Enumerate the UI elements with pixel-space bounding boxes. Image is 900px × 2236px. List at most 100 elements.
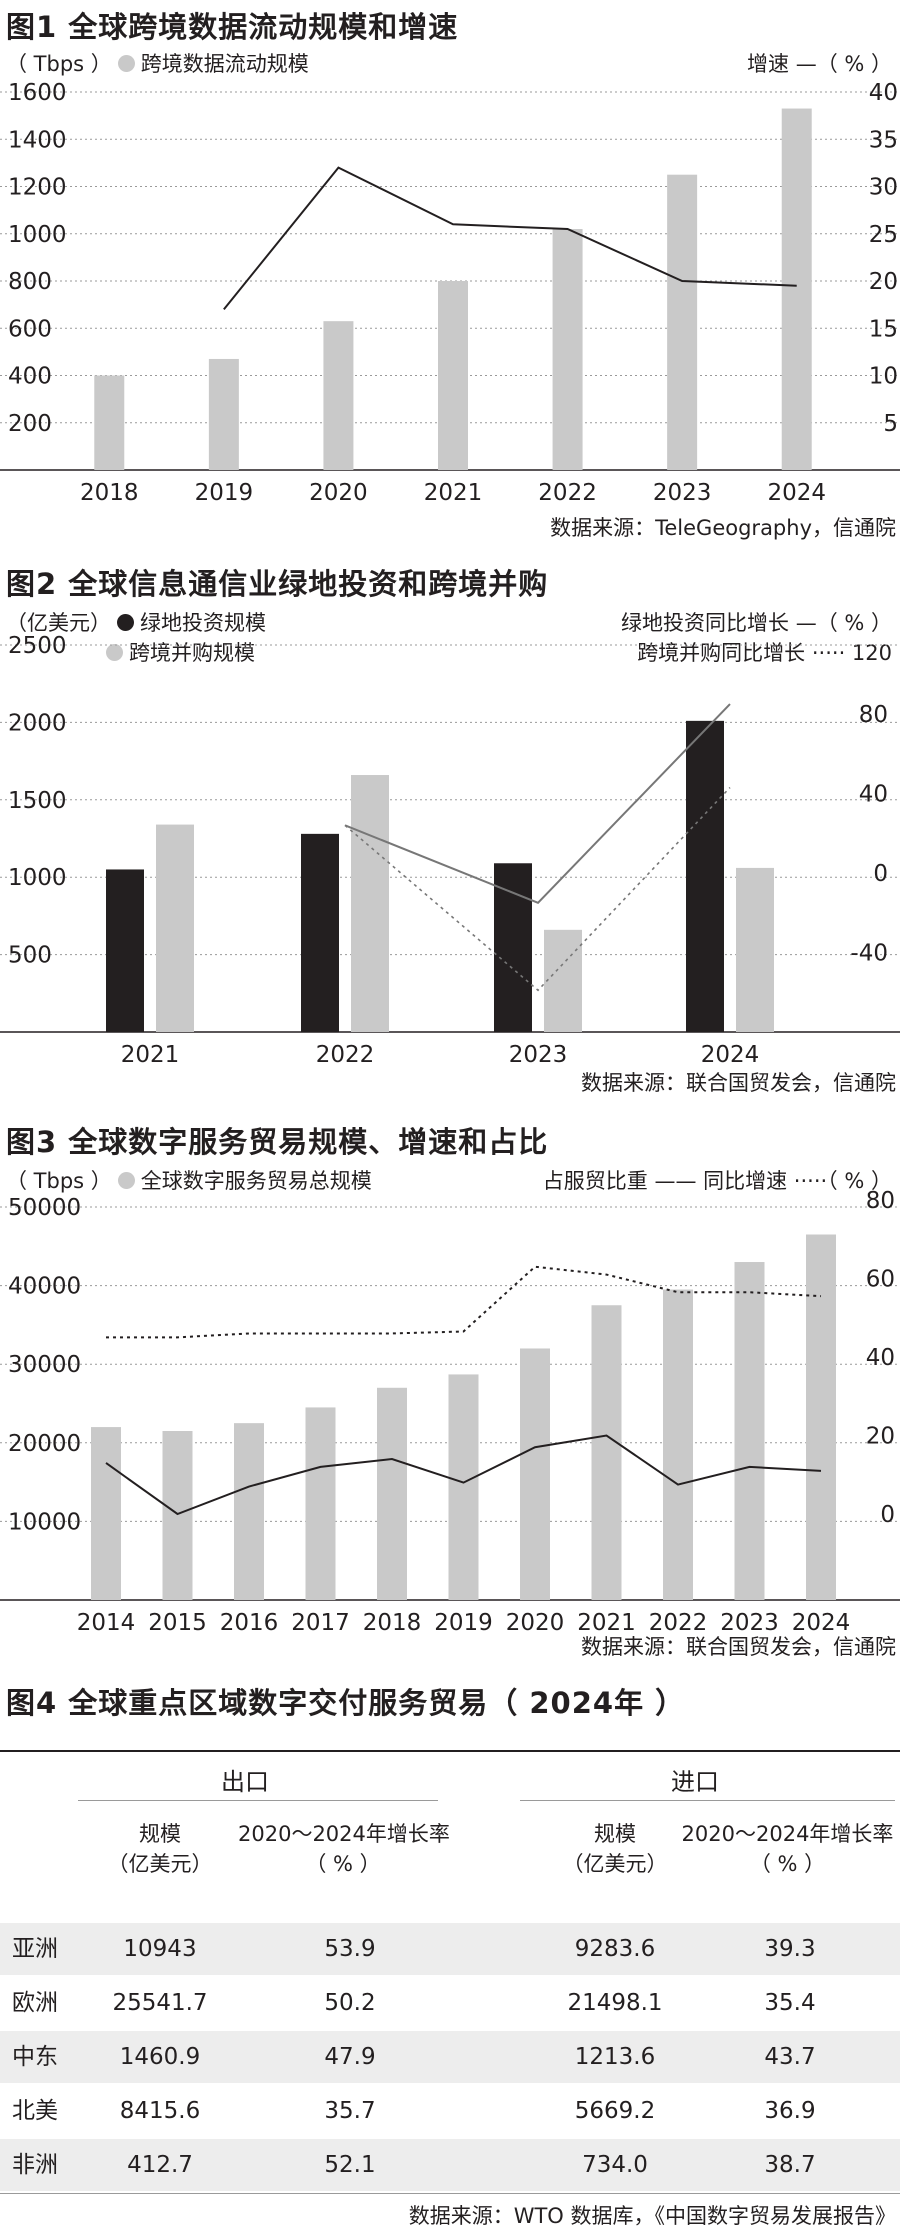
row-region: 北美	[12, 2098, 58, 2124]
chart3-bar	[234, 1423, 264, 1600]
chart1-x-tick: 2020	[309, 480, 368, 506]
chart1-bar	[208, 358, 239, 470]
chart1-y-right-tick: 40	[869, 80, 898, 106]
row-export-scale: 1460.9	[119, 2044, 201, 2070]
chart1-bar-legend-label: 跨境数据流动规模	[140, 52, 309, 76]
chart3-x-tick: 2023	[720, 1610, 779, 1636]
row-export-growth: 50.2	[324, 1990, 376, 2016]
chart3-plot: 10000 20000 30000 40000 50000 0 20 40 60 80 2014 20…	[0, 1188, 900, 1636]
chart3-section: 图3 全球数字服务贸易规模、增速和占比 （ Tbps ） 全球数字服务贸易总规模…	[0, 1115, 900, 1665]
row-import-scale: 21498.1	[567, 1990, 663, 2016]
chart3-left-unit: （ Tbps ）	[6, 1169, 112, 1193]
chart2-x-tick: 2021	[121, 1042, 180, 1068]
chart1-x-tick: 2018	[80, 480, 139, 506]
chart3-growth-line	[105, 1434, 822, 1516]
table-col-header: 规模 （亿美元） 2020～2024年增长率 （ % ） 规模 （亿美元） 20…	[0, 1818, 900, 1888]
chart3-y-right-tick: 0	[880, 1502, 895, 1528]
chart3-bar	[162, 1431, 193, 1600]
col-import-scale-label: 规模	[594, 1822, 636, 1846]
table-row: 非洲 412.7 52.1 734.0 38.7	[0, 2139, 900, 2191]
table-row: 中东 1460.9 47.9 1213.6 43.7	[0, 2031, 900, 2083]
chart3-y-left-tick: 20000	[8, 1431, 81, 1457]
chart1-bar	[667, 174, 698, 470]
chart3-right-legend: 占服贸比重 —— 同比增速 ·····（ % ）	[543, 1165, 892, 1195]
chart2-x-tick: 2023	[509, 1042, 568, 1068]
chart3-right-legend-label: 占服贸比重 —— 同比增速 ·····（ % ）	[542, 1169, 892, 1193]
chart2-bar-greenfield	[106, 869, 144, 1032]
col-export-scale: 规模 （亿美元）	[80, 1818, 240, 1878]
chart3-title: 图3 全球数字服务贸易规模、增速和占比	[6, 1125, 549, 1159]
chart1-y-left-tick: 400	[8, 364, 52, 390]
chart1-x-tick: 2022	[538, 480, 597, 506]
chart3-y-right-tick: 20	[866, 1424, 895, 1450]
chart2-section: 图2 全球信息通信业绿地投资和跨境并购 （亿美元） 绿地投资规模 跨境并购规模 …	[0, 555, 900, 1100]
chart2-y-right-tick: -40	[850, 941, 888, 967]
table-row: 北美 8415.6 35.7 5669.2 36.9	[0, 2085, 900, 2137]
row-import-growth: 38.7	[764, 2152, 816, 2178]
row-import-growth: 36.9	[764, 2098, 816, 2124]
chart1-section: 图1 全球跨境数据流动规模和增速 （ Tbps ） 跨境数据流动规模 增速 —（…	[0, 0, 900, 545]
chart2-bar-mna	[736, 867, 774, 1032]
chart2-bar1-legend-swatch	[117, 613, 134, 631]
row-import-scale: 5669.2	[574, 2098, 656, 2124]
chart2-source: 数据来源：联合国贸发会，信通院	[581, 1071, 896, 1095]
chart3-x-tick: 2018	[363, 1610, 422, 1636]
chart3-x-tick: 2017	[291, 1610, 350, 1636]
chart3-bar	[663, 1289, 693, 1600]
chart1-y-right-tick: 25	[869, 222, 898, 248]
row-import-growth: 35.4	[764, 1990, 816, 2016]
chart3-bar-legend-swatch	[117, 1171, 135, 1189]
chart3-y-left-tick: 50000	[8, 1195, 81, 1221]
row-region: 欧洲	[12, 1990, 58, 2016]
chart3-y-right-tick: 40	[866, 1345, 895, 1371]
chart3-y-left-tick: 10000	[8, 1509, 81, 1535]
chart2-bar2-legend-swatch	[106, 643, 123, 661]
chart2-bar-greenfield	[301, 833, 339, 1032]
chart3-x-tick: 2024	[792, 1610, 851, 1636]
chart2-y-left-tick: 1500	[8, 788, 67, 814]
chart1-title: 图1 全球跨境数据流动规模和增速	[6, 10, 459, 44]
table-row: 欧洲 25541.7 50.2 21498.1 35.4	[0, 1977, 900, 2029]
chart2-bar-mna	[156, 824, 194, 1032]
chart3-y-right-tick: 60	[866, 1267, 895, 1293]
chart1-right-legend-label: 增速 —（ % ）	[747, 52, 892, 76]
chart2-right-legend-1-label: 绿地投资同比增长 —（ % ）	[621, 611, 892, 635]
header-export: 出口	[221, 1768, 269, 1796]
chart1-y-right-tick: 15	[869, 316, 898, 342]
col-import-growth-unit: （ % ）	[749, 1852, 826, 1876]
chart3-left-legend: （ Tbps ） 全球数字服务贸易总规模	[6, 1165, 372, 1195]
chart3-y-left-tick: 40000	[8, 1274, 81, 1300]
row-export-growth: 52.1	[324, 2152, 376, 2178]
chart2-y-right-tick: 40	[859, 782, 888, 808]
chart2-bar-mna	[544, 929, 582, 1032]
chart1-x-tick: 2023	[653, 480, 712, 506]
chart3-x-tick: 2022	[649, 1610, 708, 1636]
col-export-growth: 2020～2024年增长率 （ % ）	[238, 1818, 450, 1878]
chart1-y-left-tick: 800	[8, 269, 52, 295]
chart3-x-tick: 2020	[506, 1610, 565, 1636]
chart1-bar	[94, 375, 125, 470]
chart2-greenfield-growth-line	[344, 703, 731, 904]
row-export-scale: 412.7	[127, 2152, 193, 2178]
chart3-y-left-tick: 30000	[8, 1352, 81, 1378]
chart2-y-left-tick: 2500	[8, 633, 67, 659]
row-region: 中东	[12, 2044, 58, 2070]
chart1-bar	[438, 281, 468, 470]
chart3-x-tick: 2021	[577, 1610, 636, 1636]
row-export-scale: 8415.6	[119, 2098, 201, 2124]
chart1-bar	[323, 321, 354, 470]
chart2-right-legend-1: 绿地投资同比增长 —（ % ）	[621, 607, 892, 637]
chart1-y-right-tick: 10	[869, 364, 898, 390]
chart1-y-right-tick: 5	[883, 411, 898, 437]
row-region: 亚洲	[12, 1936, 58, 1962]
table-group-rule-right	[520, 1800, 895, 1801]
row-export-scale: 10943	[123, 1936, 197, 1962]
chart3-bar	[305, 1407, 336, 1600]
table-group-header: 出口 进口	[0, 1762, 900, 1802]
chart2-right-legend-2-label: 跨境并购同比增长 ····· 120	[637, 641, 892, 665]
chart2-y-right-tick: 80	[859, 702, 888, 728]
chart3-bar	[520, 1348, 550, 1600]
col-import-growth-label: 2020～2024年增长率	[681, 1822, 894, 1846]
header-import: 进口	[671, 1768, 719, 1796]
chart2-plot: 500 1000 1500 2000 2500 -40 0 40 80 2021 2022 2023 2…	[0, 633, 900, 1068]
